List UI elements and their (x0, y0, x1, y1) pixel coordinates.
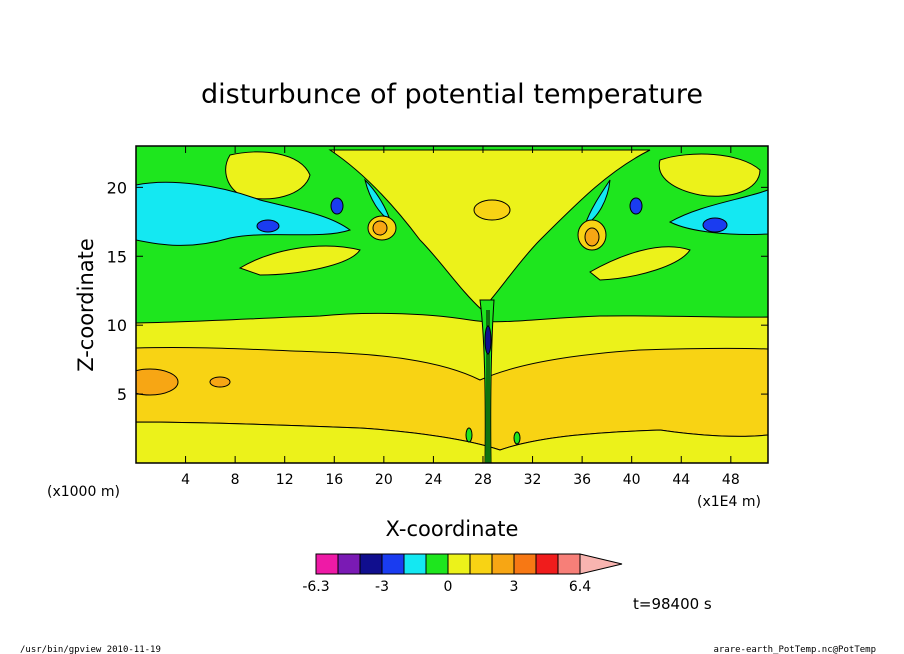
colorbar-label-3: 3 (510, 579, 519, 595)
blue-blob-left2 (330, 197, 344, 215)
colorbar-swatch-10 (535, 553, 559, 575)
y-tick-label-1: 10 (107, 316, 127, 335)
plume-green-left (465, 427, 473, 443)
colorbar-swatch-6 (447, 553, 471, 575)
colorbar-swatch-3 (381, 553, 405, 575)
colorbar-label-0: -6.3 (302, 579, 329, 595)
cyan-band-right (668, 189, 768, 235)
colorbar-swatch-9 (513, 553, 537, 575)
time-label: t=98400 s (633, 595, 712, 613)
x-tick-label-0: 4 (181, 472, 190, 488)
colorbar-swatch-8 (491, 553, 515, 575)
y-tick-label-2: 15 (107, 247, 127, 266)
x-tick-label-10: 44 (672, 472, 690, 488)
colorbar-label-4: 6.4 (569, 579, 591, 595)
x-tick-label-9: 40 (623, 472, 641, 488)
x-tick-group: 4 8 12 16 20 24 28 32 36 40 44 48 (181, 146, 740, 488)
contour-field (136, 146, 768, 463)
x-axis-label: X-coordinate (386, 517, 519, 541)
x-tick-label-5: 24 (424, 472, 442, 488)
upper-yellow-left (225, 151, 311, 200)
blue-blob-right (702, 217, 728, 233)
colorbar-swatch-1 (337, 553, 361, 575)
orange-core-right (584, 227, 600, 247)
upper-yellow-right (658, 153, 761, 197)
colorbar-swatch-11 (557, 553, 581, 575)
y-tick-label-3: 20 (107, 178, 127, 197)
blue-blob-left (256, 219, 280, 233)
chart-title: disturbunce of potential temperature (201, 79, 703, 110)
x-unit-label: (x1E4 m) (697, 494, 761, 510)
orange-blob-small (209, 376, 231, 388)
colorbar-swatch-5 (425, 553, 449, 575)
colorbar-swatch-7 (469, 553, 493, 575)
y-axis-label: Z-coordinate (74, 238, 98, 372)
colorbar (315, 553, 623, 575)
footer-left: /usr/bin/gpview 2010-11-19 (20, 645, 161, 654)
colorbar-labels: -6.3 -3 0 3 6.4 (302, 579, 591, 595)
colorbar-swatch-0 (315, 553, 339, 575)
y-tick-label-0: 5 (117, 385, 127, 404)
colorbar-label-1: -3 (375, 579, 389, 595)
footer-right: arare-earth_PotTemp.nc@PotTemp (713, 645, 876, 654)
plot-frame (135, 145, 769, 464)
x-tick-label-7: 32 (524, 472, 542, 488)
colorbar-swatch-4 (403, 553, 427, 575)
x-tick-label-11: 48 (722, 472, 740, 488)
orange-core-left (372, 220, 388, 236)
upper-yellow-band-right (589, 246, 691, 281)
colorbar-label-2: 0 (444, 579, 453, 595)
plume-dark (484, 325, 492, 355)
x-tick-label-1: 8 (231, 472, 240, 488)
colorbar-arrow (579, 553, 623, 575)
x-tick-label-8: 36 (573, 472, 591, 488)
central-plume (465, 299, 521, 463)
y-unit-label: (x1000 m) (47, 484, 120, 500)
layer-yellow-bottom (136, 421, 768, 463)
upper-yellow-band-left (238, 245, 361, 276)
x-tick-label-3: 16 (325, 472, 343, 488)
x-tick-label-2: 12 (276, 472, 294, 488)
orange-cell-center (473, 199, 511, 221)
y-tick-group: 5 10 15 20 (107, 178, 768, 404)
x-tick-label-6: 28 (474, 472, 492, 488)
plume-green-right (513, 431, 521, 445)
x-tick-label-4: 20 (375, 472, 393, 488)
orange-blob-leftedge (136, 368, 179, 396)
upper-disturbance (136, 149, 768, 311)
blue-blob-right2 (629, 197, 643, 215)
cyan-band-left (136, 181, 352, 246)
colorbar-swatch-2 (359, 553, 383, 575)
